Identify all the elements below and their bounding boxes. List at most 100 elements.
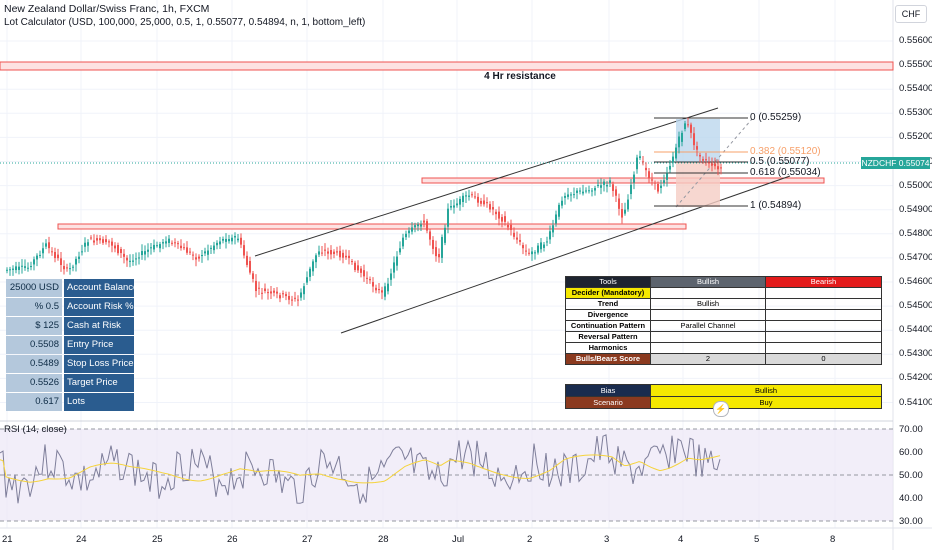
lot-row: 0.5526 Target Price [6,374,134,392]
candle-body [558,204,560,217]
lot-row: % 0.5 Account Risk % [6,298,134,316]
lot-value: % 0.5 [6,298,62,316]
candle-body [255,280,257,292]
price-tick: 0.54200 [899,372,932,384]
candle-body [66,267,68,269]
candle-body [669,165,671,170]
candle-body [564,195,566,198]
candle-body [267,292,269,294]
candle-body [87,242,89,246]
candle-body [363,270,365,277]
reversal-bull [650,331,766,343]
candle-body [504,216,506,222]
candle-body [432,239,434,249]
candle-body [513,232,515,237]
support-zone-upper [421,177,825,184]
candle-body [399,248,401,253]
candle-body [384,286,386,297]
candle-body [147,249,149,252]
candle-body [522,245,524,249]
candle-body [252,273,254,279]
candle-body [663,180,665,184]
candle-body [570,194,572,196]
price-tick: 0.54500 [899,300,932,312]
candle-body [372,282,374,287]
candle-body [39,254,41,256]
candle-body [51,251,53,253]
time-tick: 8 [830,534,836,545]
price-tick: 0.54700 [899,251,932,263]
continuation-bull: Parallel Channel [650,320,766,332]
candle-body [144,251,146,255]
tools-header: Tools [565,276,651,288]
candle-body [381,290,383,293]
candle-body [690,124,692,133]
decider-bear [765,287,882,299]
indicator-legend[interactable]: Lot Calculator (USD, 100,000, 25,000, 0.… [4,17,366,28]
candle-body [423,220,425,223]
rsi-title[interactable]: RSI (14, close) [4,424,67,435]
candle-body [684,123,686,130]
candle-body [537,245,539,253]
continuation-bear [765,320,882,332]
currency-button[interactable]: CHF [895,5,927,23]
candle-body [654,182,656,184]
reversal-bear [765,331,882,343]
candle-body [516,237,518,240]
candle-body [324,249,326,251]
symbol-label: NZDCHF [861,158,897,168]
candle-body [387,283,389,292]
lot-row: 0.5489 Stop Loss Price [6,355,134,373]
candle-body [261,292,263,294]
candle-body [321,252,323,254]
bias-label: Bias [565,384,651,397]
candle-body [174,242,176,244]
rsi-tick: 60.00 [899,447,923,458]
candle-body [492,207,494,210]
continuation-label: Continuation Pattern [565,320,651,332]
time-tick: 24 [76,534,87,545]
candle-body [300,292,302,298]
candle-body [627,199,629,210]
reversal-label: Reversal Pattern [565,331,651,343]
candle-body [294,297,296,299]
rsi-line [0,434,721,504]
candle-body [96,238,98,241]
candle-body [456,203,458,206]
candle-body [207,250,209,255]
decider-bull [650,287,766,299]
candle-body [189,251,191,253]
candle-body [315,255,317,263]
candle-body [345,255,347,258]
decider-label: Decider (Mandatory) [565,287,651,299]
candle-body [171,242,173,244]
candle-body [24,266,26,268]
candle-body [696,146,698,150]
candle-body [717,166,719,170]
candle-body [441,237,443,258]
time-tick: 4 [678,534,684,545]
candle-body [69,268,71,270]
time-tick: Jul [452,534,465,545]
candle-body [360,268,362,273]
candle-body [588,190,590,192]
resistance-zone [0,61,894,71]
candle-body [291,299,293,301]
candle-body [270,291,272,294]
harmonics-bull [650,342,766,354]
support-zone-lower [57,223,687,230]
candle-body [339,250,341,258]
fib-label-1: 1 (0.54894) [750,200,802,211]
lot-value: 0.5508 [6,336,62,354]
candle-body [12,268,14,270]
scenario-label: Scenario [565,396,651,409]
bearish-header: Bearish [765,276,882,288]
candle-body [426,221,428,231]
time-tick: 3 [604,534,610,545]
candle-body [561,200,563,206]
candle-body [411,227,413,232]
lightning-icon[interactable]: ⚡ [713,401,729,417]
position-diagonal [675,118,753,208]
